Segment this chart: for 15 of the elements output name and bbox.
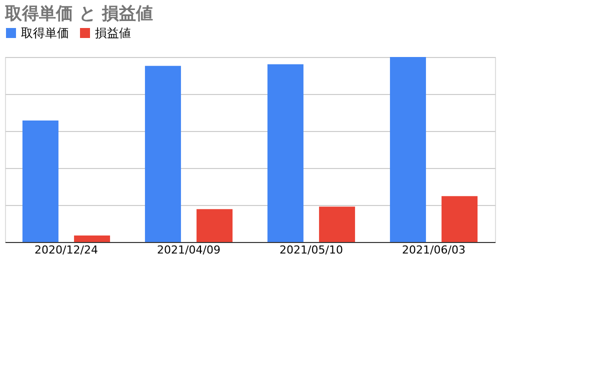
x-tick-label: 2021/04/09 <box>157 244 220 256</box>
bar <box>144 66 181 242</box>
bar <box>22 120 58 242</box>
chart-title: 取得単価 と 損益値 <box>4 4 153 24</box>
bar <box>390 57 426 242</box>
legend-label: 取得単価 <box>21 26 69 40</box>
legend-label: 損益値 <box>95 26 131 40</box>
x-tick-label: 2020/12/24 <box>34 244 98 256</box>
bar <box>196 209 233 242</box>
bar <box>267 64 304 242</box>
x-tick-label: 2021/05/10 <box>280 244 343 256</box>
bar <box>442 196 478 242</box>
bar <box>74 236 110 242</box>
x-tick-label: 2021/06/03 <box>402 244 466 256</box>
bar <box>319 206 356 242</box>
